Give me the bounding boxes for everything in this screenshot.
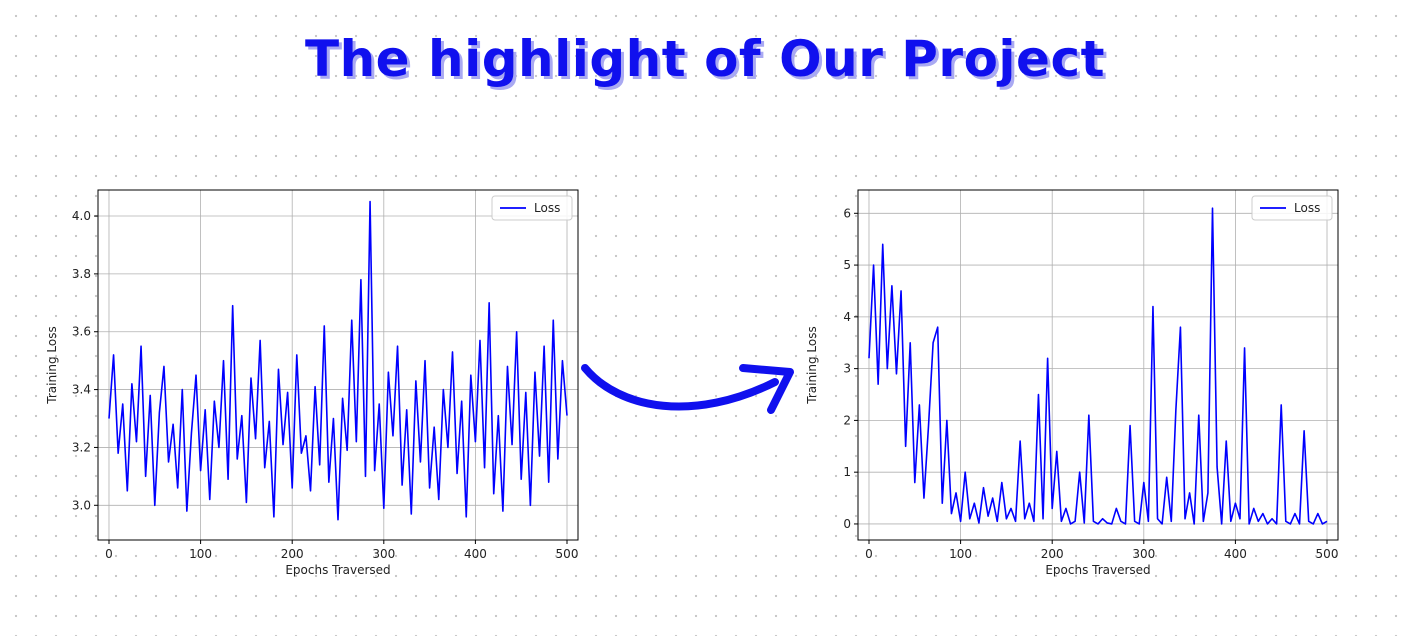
series-line-loss <box>868 207 1328 525</box>
x-tick-label: 100 <box>949 547 972 561</box>
x-tick-label: 400 <box>464 547 487 561</box>
axes-frame <box>97 189 579 541</box>
axes-frame <box>857 189 1339 541</box>
series-line-loss <box>108 200 568 521</box>
legend-box <box>1251 195 1333 221</box>
x-axis-label: Epochs Traversed <box>285 563 390 577</box>
y-tick-label: 3 <box>843 362 851 376</box>
y-tick-label: 4.0 <box>72 209 91 223</box>
curved-arrow-right-icon <box>575 360 805 430</box>
x-tick-label: 0 <box>105 547 113 561</box>
y-tick-label: 3.0 <box>72 498 91 512</box>
y-tick-label: 3.2 <box>72 440 91 454</box>
x-tick-label: 300 <box>372 547 395 561</box>
plot-area <box>858 190 1338 540</box>
y-tick-label: 3.6 <box>72 325 91 339</box>
left-loss-chart-svg: 0 100 200 300 400 500 3.0 3.2 3.4 3.6 3.8 4.0 Epochs… <box>45 189 579 577</box>
y-tick-label: 6 <box>843 206 851 220</box>
right-loss-chart: 0 100 200 300 400 500 0 1 2 3 4 5 6 Epochs Traversed T… <box>800 170 1360 600</box>
x-axis-label: Epochs Traversed <box>1045 563 1150 577</box>
y-tick-label: 5 <box>843 258 851 272</box>
y-tick-label: 0 <box>843 517 851 531</box>
page-title: The highlight of Our Project <box>304 30 1106 88</box>
y-axis-label: Training Loss <box>805 326 819 404</box>
arrow-head <box>739 364 794 414</box>
x-tick-label: 0 <box>865 547 873 561</box>
left-loss-chart: 0 100 200 300 400 500 3.0 3.2 3.4 3.6 3.8 4.0 Epochs… <box>40 170 600 600</box>
legend-label: Loss <box>1294 201 1320 215</box>
y-tick-label: 2 <box>843 413 851 427</box>
y-tick-label: 3.8 <box>72 267 91 281</box>
plot-area <box>98 190 578 540</box>
arrow-svg <box>581 364 794 414</box>
arrow-shaft <box>581 364 779 411</box>
y-axis-label: Training Loss <box>45 326 59 404</box>
right-loss-chart-svg: 0 100 200 300 400 500 0 1 2 3 4 5 6 Epochs Traversed T… <box>805 189 1339 577</box>
x-tick-label: 200 <box>1041 547 1064 561</box>
y-tick-label: 3.4 <box>72 383 91 397</box>
y-tick-label: 4 <box>843 310 851 324</box>
legend-box <box>491 195 573 221</box>
x-tick-label: 300 <box>1132 547 1155 561</box>
x-tick-label: 500 <box>556 547 579 561</box>
legend-label: Loss <box>534 201 560 215</box>
x-tick-label: 100 <box>189 547 212 561</box>
x-tick-label: 400 <box>1224 547 1247 561</box>
x-tick-label: 500 <box>1316 547 1339 561</box>
y-tick-label: 1 <box>843 465 851 479</box>
x-tick-label: 200 <box>281 547 304 561</box>
